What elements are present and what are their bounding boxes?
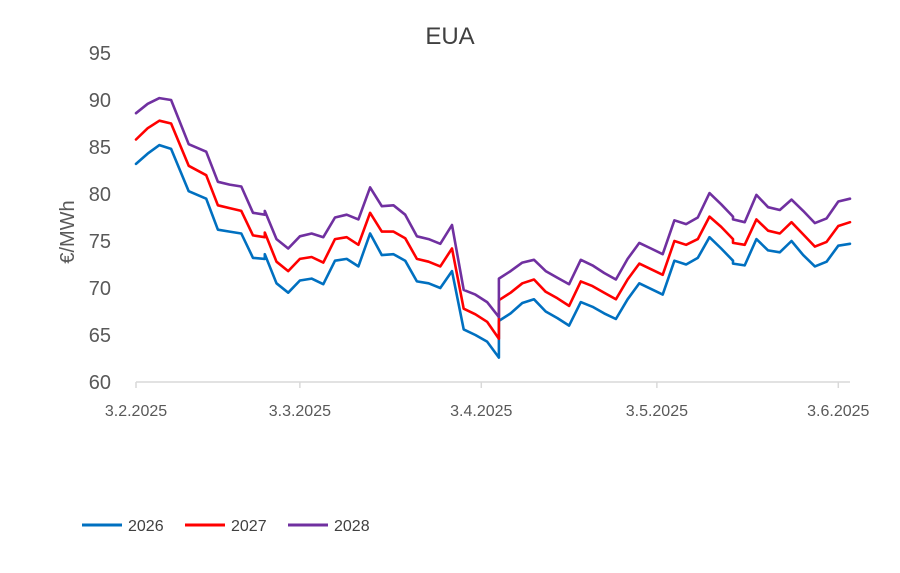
legend-label-2028: 2028	[334, 518, 370, 535]
x-tick-label: 3.3.2025	[269, 403, 331, 420]
y-tick-label: 65	[89, 325, 111, 347]
legend: 2026 2027 2028	[82, 518, 370, 535]
y-tick-label: 80	[89, 184, 111, 206]
y-tick-label: 60	[89, 372, 111, 394]
y-tick-label: 75	[89, 231, 111, 253]
x-tick-label: 3.4.2025	[450, 403, 512, 420]
x-tick-label: 3.5.2025	[626, 403, 688, 420]
series-line-2028	[134, 96, 852, 319]
legend-label-2026: 2026	[128, 518, 164, 535]
x-tick-label: 3.6.2025	[807, 403, 869, 420]
y-tick-label: 95	[89, 43, 111, 65]
y-axis-ticks: 60 65 70 75 80 85 90 95	[89, 43, 111, 394]
series-lines	[134, 96, 852, 359]
y-tick-label: 90	[89, 90, 111, 112]
y-tick-label: 85	[89, 137, 111, 159]
series-line-2026	[134, 143, 852, 359]
chart-title: EUA	[425, 23, 474, 50]
y-tick-label: 70	[89, 278, 111, 300]
y-axis-label: €/MWh	[57, 200, 79, 263]
series-line-2027	[134, 119, 852, 341]
x-tick-label: 3.2.2025	[105, 403, 167, 420]
legend-label-2027: 2027	[231, 518, 267, 535]
x-axis: 3.2.2025 3.3.2025 3.4.2025 3.5.2025 3.6.2025	[105, 381, 870, 420]
